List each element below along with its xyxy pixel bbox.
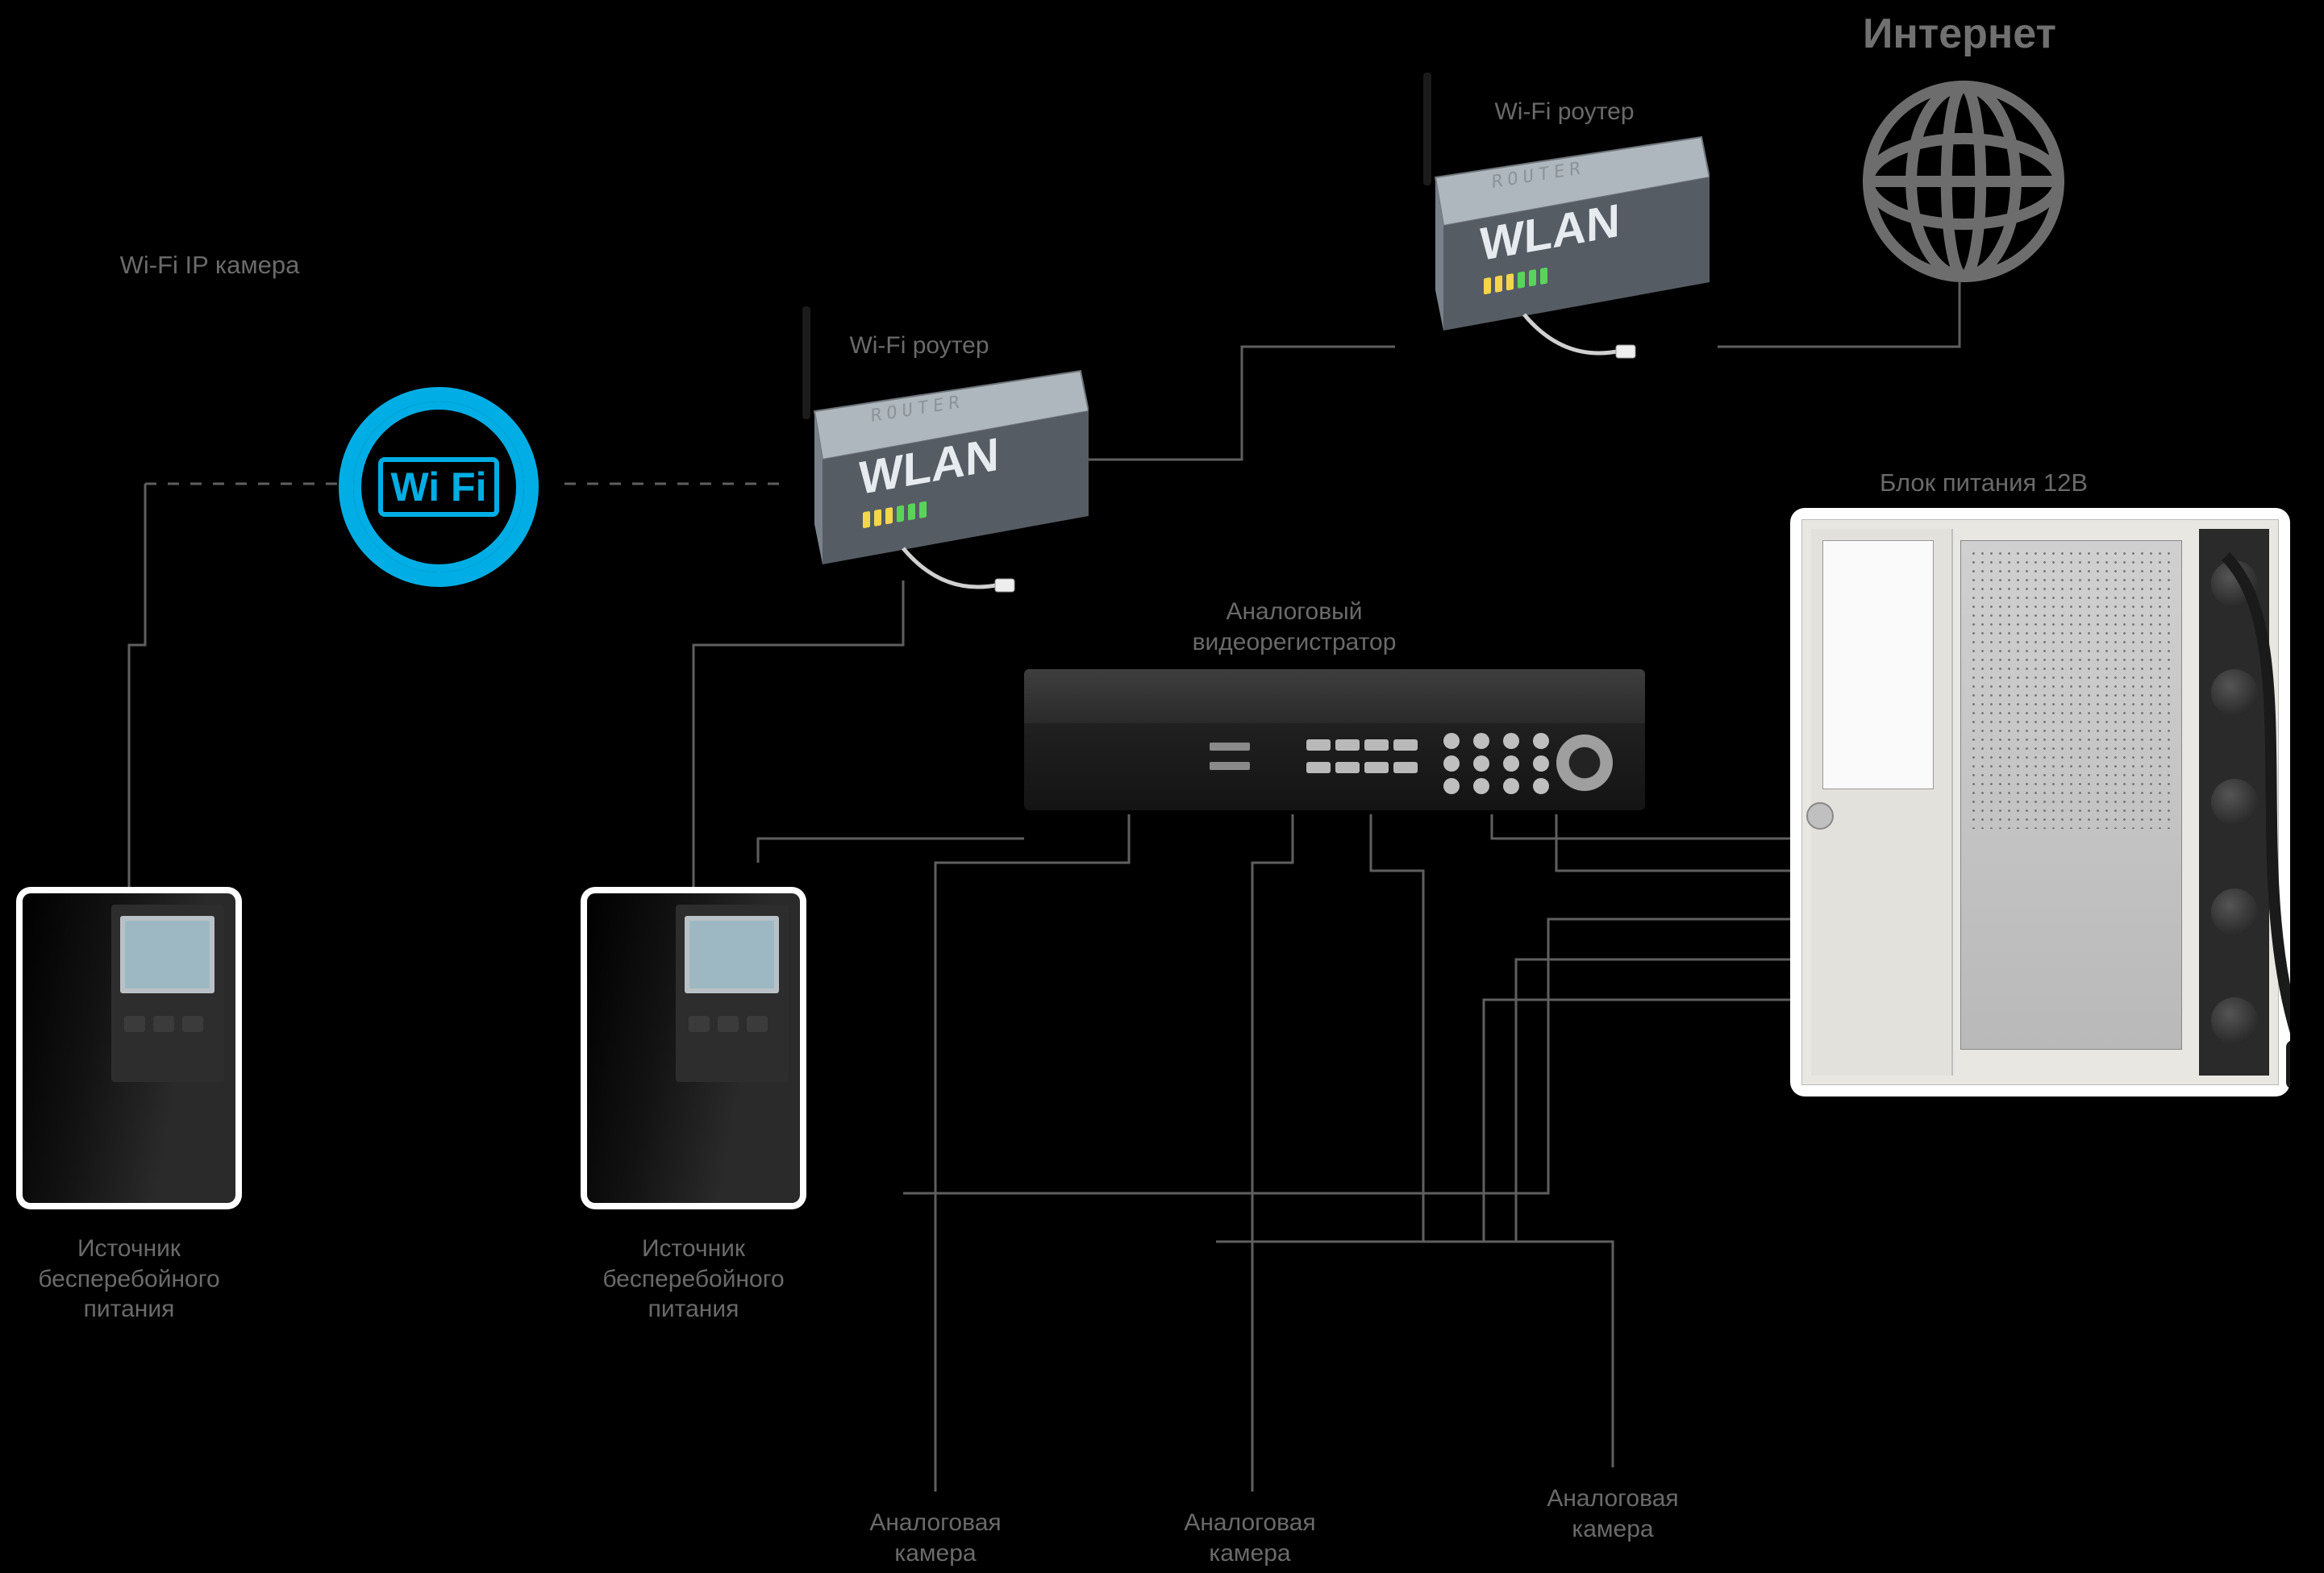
edge-camera-ups1 [129, 484, 145, 887]
ups-2-icon [581, 887, 806, 1209]
edge-dvr-psu-top [1492, 814, 1790, 839]
label-ups-1: Источник бесперебойного питания [0, 1234, 274, 1325]
ups-lcd [685, 916, 780, 993]
label-psu: Блок питания 12В [1822, 468, 2145, 499]
internet-globe-icon [1863, 81, 2064, 282]
dvr-keypad [1443, 733, 1556, 794]
ups-1-icon [16, 887, 242, 1209]
label-cam-3: Аналоговая камера [1492, 1484, 1734, 1544]
ups-lcd [120, 916, 215, 993]
label-dvr: Аналоговый видеорегистратор [1125, 597, 1464, 657]
label-router-1: Wi-Fi роутер [814, 331, 1024, 361]
edge-dvr-psu-bot [1556, 814, 1790, 871]
label-wifi-camera: Wi-Fi IP камера [56, 250, 363, 281]
router-1-icon: WLAN ROUTER [766, 363, 1089, 572]
edge-dvr-branch1 [935, 814, 1129, 1492]
edge-router1-router2 [1081, 347, 1395, 460]
label-cam-2: Аналоговая камера [1129, 1508, 1371, 1568]
ups-button-row [689, 1016, 768, 1032]
diagram-canvas: { "canvas": { "w": 2882, "h": 1951, "bg"… [0, 0, 2324, 1573]
dvr-jog-dial [1556, 734, 1613, 791]
edge-dvr-branch3b [1423, 1242, 1613, 1467]
edge-dvr-branch3 [1371, 814, 1423, 1242]
dvr-button-row-2 [1306, 762, 1418, 773]
psu-12v-icon [1790, 508, 2290, 1097]
label-ups-2: Источник бесперебойного питания [548, 1234, 839, 1325]
ups-button-row [124, 1016, 203, 1032]
edge-cam2-psu [1216, 959, 1790, 1242]
psu-lock-icon [1806, 802, 1834, 830]
router-2-icon: WLAN ROUTER [1387, 129, 1710, 339]
edge-router2-internet [1718, 282, 1960, 347]
edge-ups2-right [758, 839, 1024, 863]
label-router-2: Wi-Fi роутер [1460, 97, 1669, 127]
wifi-badge-text: Wi Fi [378, 457, 500, 517]
label-internet: Интернет [1798, 8, 2121, 60]
psu-internal-unit [1960, 540, 2182, 1050]
edge-cam1-psu [903, 919, 1790, 1193]
edge-dvr-branch2 [1252, 814, 1293, 1492]
edge-router1-dvr-ups2 [693, 581, 903, 887]
wifi-badge-icon: Wi Fi [339, 387, 539, 587]
dvr-button-row-1 [1306, 739, 1418, 751]
psu-label-sheet [1822, 540, 1934, 789]
label-cam-1: Аналоговая камера [814, 1508, 1056, 1568]
edge-cam3-psu [1387, 1000, 1790, 1242]
dvr-icon [1024, 669, 1645, 810]
wifi-badge-inner: Wi Fi [353, 402, 524, 572]
